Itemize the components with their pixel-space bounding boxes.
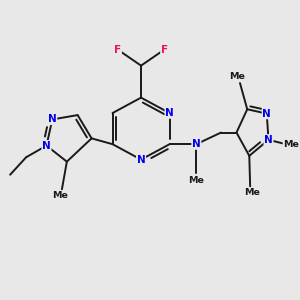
Text: N: N: [137, 154, 146, 165]
Text: N: N: [262, 109, 271, 118]
Text: Me: Me: [283, 140, 299, 149]
Text: N: N: [264, 135, 273, 145]
Text: Me: Me: [244, 188, 260, 197]
Text: Me: Me: [188, 176, 204, 185]
Text: N: N: [165, 108, 174, 118]
Text: N: N: [48, 114, 57, 124]
Text: N: N: [42, 141, 51, 151]
Text: F: F: [161, 45, 168, 55]
Text: F: F: [114, 45, 121, 55]
Text: Me: Me: [52, 191, 68, 200]
Text: Me: Me: [229, 72, 245, 81]
Text: N: N: [192, 139, 201, 149]
